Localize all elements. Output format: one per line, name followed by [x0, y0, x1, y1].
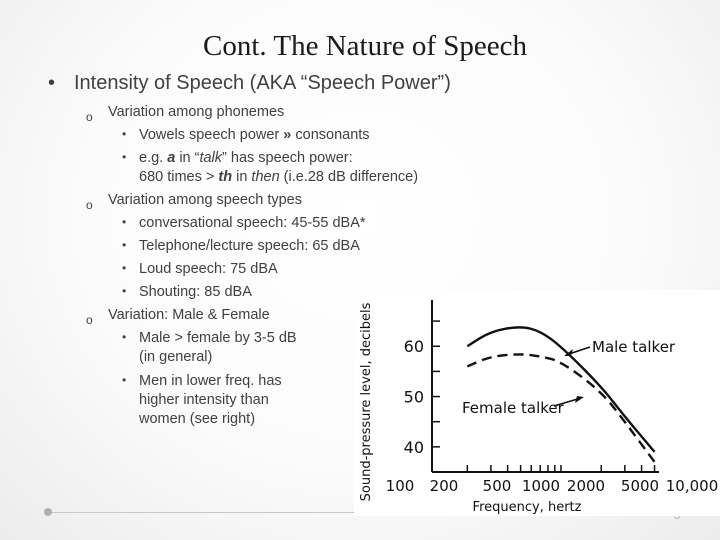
bullet-icon: •	[48, 72, 56, 94]
phoneme-bullet-2: e.g. a in “talk” has speech power:	[139, 150, 353, 166]
gender-bullet-1: Male > female by 3-5 dB	[139, 330, 297, 346]
frequency-chart: Sound-pressure level, decibels Frequency…	[354, 290, 720, 516]
bullet-icon: •	[122, 238, 127, 252]
bullet-icon: •	[122, 150, 127, 164]
male-arrowhead	[564, 349, 573, 356]
y-tick-label: 40	[404, 438, 424, 457]
bullet-icon: •	[122, 284, 127, 298]
footer-dot-left	[44, 508, 52, 516]
phoneme-bullet-1: Vowels speech power » consonants	[139, 127, 370, 143]
level1-text: Intensity of Speech (AKA “Speech Power”)	[74, 72, 451, 94]
x-tick-label: 100	[386, 477, 415, 495]
phoneme-bullet-2-cont: 680 times > th in then (i.e.28 dB differ…	[139, 169, 419, 185]
x-tick-label: 200	[430, 477, 459, 495]
phonemes-heading: Variation among phonemes	[108, 104, 285, 120]
x-tick-label: 10,000	[666, 477, 719, 495]
gender-bullet-2-cont: women (see right)	[139, 411, 256, 427]
bullet-icon: •	[122, 330, 127, 344]
gender-heading: Variation: Male & Female	[108, 307, 270, 323]
gender-bullet-2: Men in lower freq. has	[139, 373, 282, 389]
y-tick-label: 60	[404, 337, 424, 356]
male-series-line	[466, 326, 656, 453]
bullet-icon: •	[122, 261, 127, 275]
types-heading: Variation among speech types	[108, 192, 302, 208]
x-tick-label: 1000	[522, 477, 560, 495]
page-number: 3	[674, 510, 680, 522]
chart-svg: Sound-pressure level, decibels Frequency…	[359, 300, 719, 515]
type-item: Shouting: 85 dBA	[139, 284, 252, 300]
x-tick-label: 500	[483, 477, 512, 495]
circle-bullet-icon: o	[86, 110, 93, 124]
type-item: conversational speech: 45-55 dBA*	[139, 215, 366, 231]
level1-bullet: • Intensity of Speech (AKA “Speech Power”…	[48, 72, 451, 95]
circle-bullet-icon: o	[86, 198, 93, 212]
x-axis-label: Frequency, hertz	[473, 500, 582, 515]
male-talker-label: Male talker	[592, 338, 676, 356]
bullet-icon: •	[122, 215, 127, 229]
female-series-line	[466, 353, 656, 463]
female-talker-label: Female talker	[462, 399, 565, 417]
x-tick-label: 2000	[567, 477, 605, 495]
x-tick-label: 5000	[621, 477, 659, 495]
gender-bullet-1-cont: (in general)	[139, 349, 213, 365]
type-item: Loud speech: 75 dBA	[139, 261, 278, 277]
y-tick-label: 50	[404, 388, 424, 407]
circle-bullet-icon: o	[86, 313, 93, 327]
type-item: Telephone/lecture speech: 65 dBA	[139, 238, 360, 254]
gender-bullet-2-cont: higher intensity than	[139, 392, 269, 408]
bullet-icon: •	[122, 127, 127, 141]
female-arrowhead	[575, 396, 584, 403]
y-axis-label: Sound-pressure level, decibels	[359, 302, 374, 501]
slide-title: Cont. The Nature of Speech	[202, 30, 527, 62]
bullet-icon: •	[122, 373, 127, 387]
